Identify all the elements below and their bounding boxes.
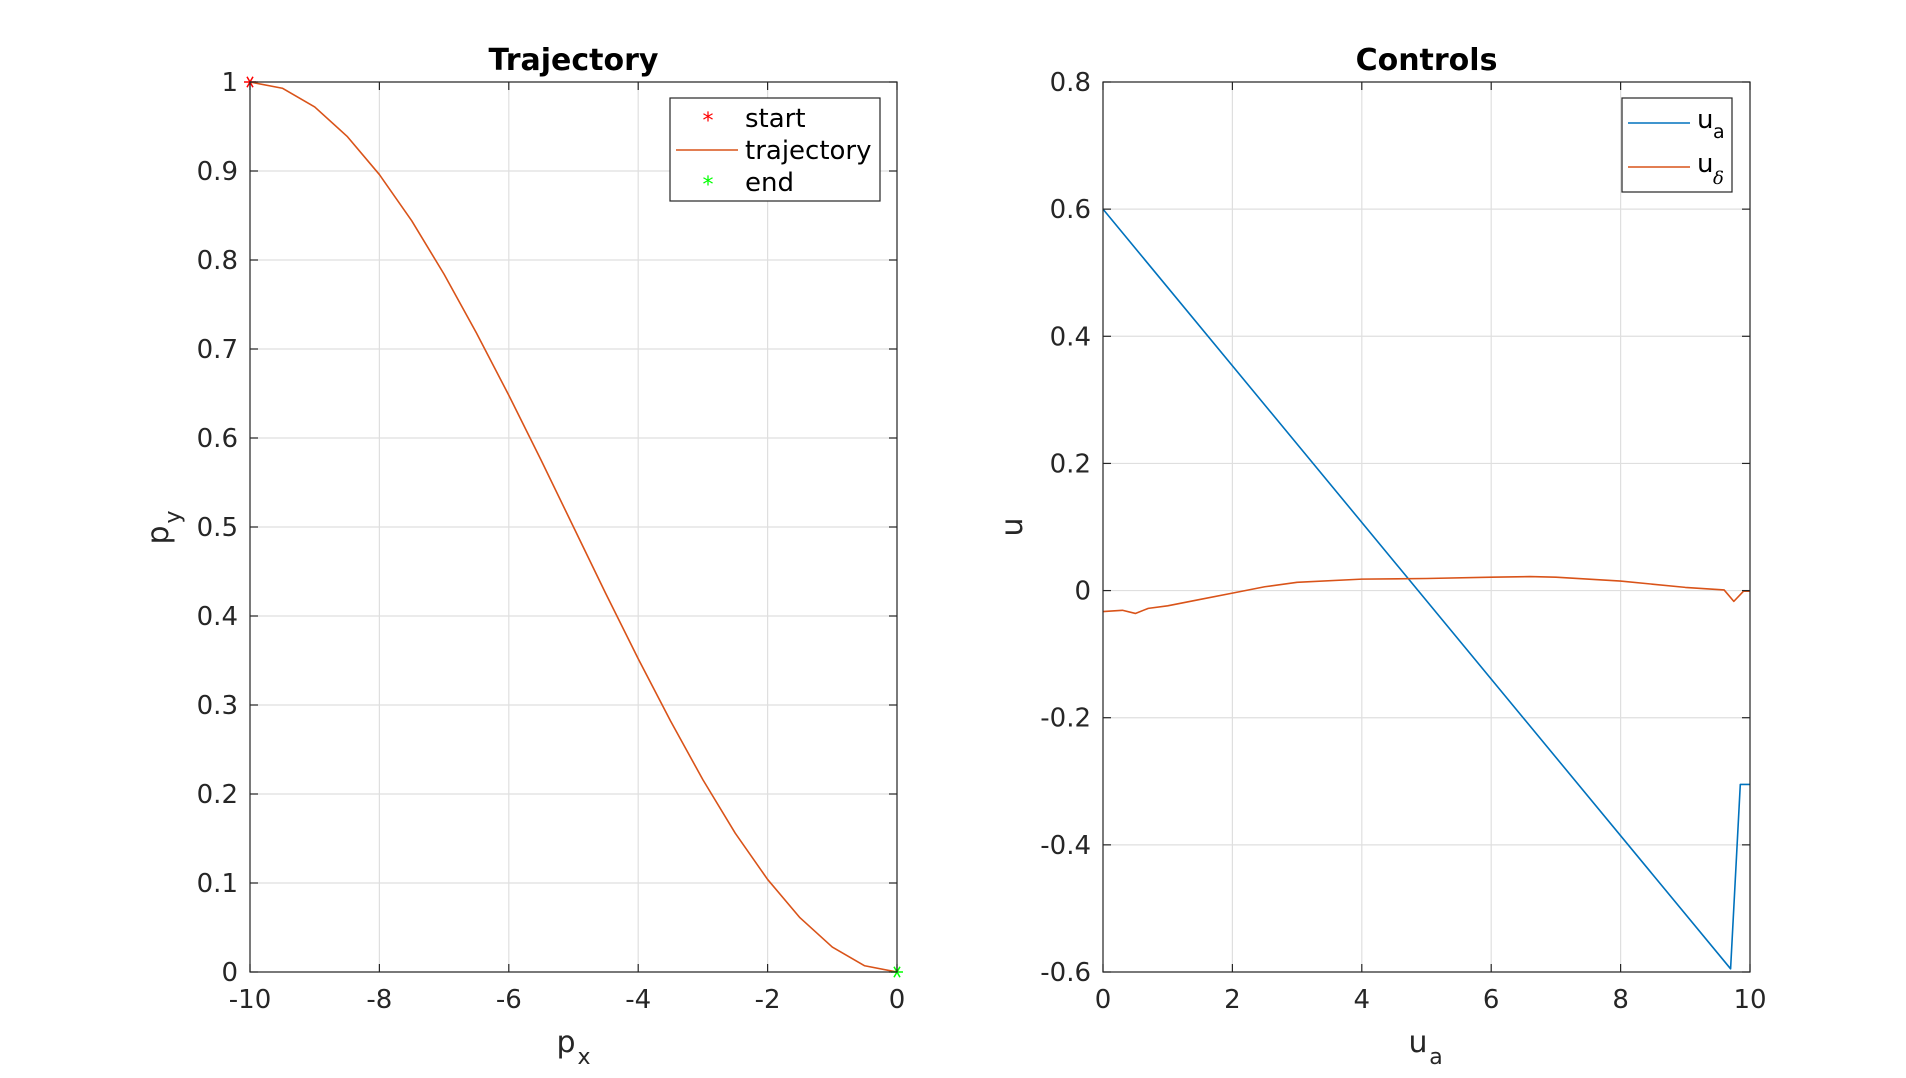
legend-start-marker: * [703,109,714,134]
trajectory-ytick-label: 0.7 [197,335,238,365]
trajectory-ytick-label: 0.9 [197,157,238,187]
legend-end-marker: * [703,173,714,198]
controls-plot-area [1102,208,1750,970]
legend-ua-sub: a [1713,121,1725,143]
controls-xlabel-base: u [1408,1025,1427,1060]
controls-title: Controls [1356,43,1498,78]
controls-xlabel-sub: a [1429,1045,1442,1070]
trajectory-xlabel-base: p [556,1025,575,1060]
controls-y-axis-label: u [995,517,1030,536]
trajectory-x-axis-label: p x [556,1025,590,1070]
controls-ytick-label: 0.2 [1050,449,1091,479]
controls-axes: 0 2 4 6 8 10 -0.6 -0.4 -0.2 0 0.2 0.4 0.6 0.8 Control… [995,43,1767,1070]
controls-ytick-label: -0.2 [1040,704,1091,734]
trajectory-ytick-label: 0.4 [197,602,238,632]
controls-axes-frame [1102,81,1751,973]
controls-x-axis-label: u a [1408,1025,1442,1070]
legend-end-label: end [745,168,794,198]
trajectory-xtick-label: -8 [366,985,392,1015]
trajectory-xtick-label: -2 [755,985,781,1015]
trajectory-ytick-label: 0.1 [197,869,238,899]
trajectory-grid [249,81,898,973]
controls-ylabel: u [995,517,1030,536]
controls-xtick-label: 2 [1224,985,1241,1015]
controls-ytick-label: 0 [1074,577,1091,607]
trajectory-ytick-label: 0.3 [197,691,238,721]
trajectory-ytick-label: 0.6 [197,424,238,454]
controls-xtick-label: 0 [1095,985,1112,1015]
trajectory-legend: * start trajectory * end [669,97,881,202]
trajectory-title: Trajectory [489,43,659,78]
trajectory-ytick-label: 1 [221,68,238,98]
trajectory-ylabel-base: p [141,525,176,544]
controls-legend-box [1621,97,1733,193]
controls-ticks: 0 2 4 6 8 10 -0.6 -0.4 -0.2 0 0.2 0.4 0.6 0.8 [1040,68,1766,1015]
trajectory-xtick-label: -6 [496,985,522,1015]
controls-xtick-label: 6 [1483,985,1500,1015]
controls-xtick-label: 8 [1612,985,1629,1015]
series-trajectory-line [249,81,898,973]
controls-ytick-label: 0.4 [1050,322,1091,352]
trajectory-y-axis-label: p y [141,510,186,544]
trajectory-ytick-label: 0.8 [197,246,238,276]
legend-udelta-label: u [1697,149,1713,179]
trajectory-ytick-label: 0.2 [197,780,238,810]
trajectory-ticks: -10 -8 -6 -4 -2 0 0 0.1 0.2 0.3 0.4 0.5 0.6 0.7 0.8 0.9… [197,68,906,1015]
controls-xtick-label: 4 [1354,985,1371,1015]
legend-udelta-sub: δ [1713,168,1724,189]
legend-start-label: start [745,104,806,134]
trajectory-axes: -10 -8 -6 -4 -2 0 0 0.1 0.2 0.3 0.4 0.5 0.6 0.7 0.8 0.9… [141,43,905,1070]
controls-legend: u a u δ [1621,97,1733,193]
series-u-delta-line [1102,575,1750,615]
trajectory-xtick-label: -10 [229,985,271,1015]
trajectory-xtick-label: 0 [889,985,906,1015]
series-u-a-line [1102,208,1750,970]
controls-xtick-label: 10 [1733,985,1766,1015]
controls-ytick-label: -0.4 [1040,831,1091,861]
controls-ytick-label: 0.6 [1050,195,1091,225]
trajectory-xtick-label: -4 [625,985,651,1015]
trajectory-ytick-label: 0 [221,958,238,988]
trajectory-ylabel-sub: y [161,510,186,523]
legend-trajectory-label: trajectory [745,136,872,166]
trajectory-xlabel-sub: x [577,1045,590,1070]
controls-ytick-label: -0.6 [1040,958,1091,988]
controls-ytick-label: 0.8 [1050,68,1091,98]
legend-ua-label: u [1697,105,1713,135]
trajectory-ytick-label: 0.5 [197,513,238,543]
